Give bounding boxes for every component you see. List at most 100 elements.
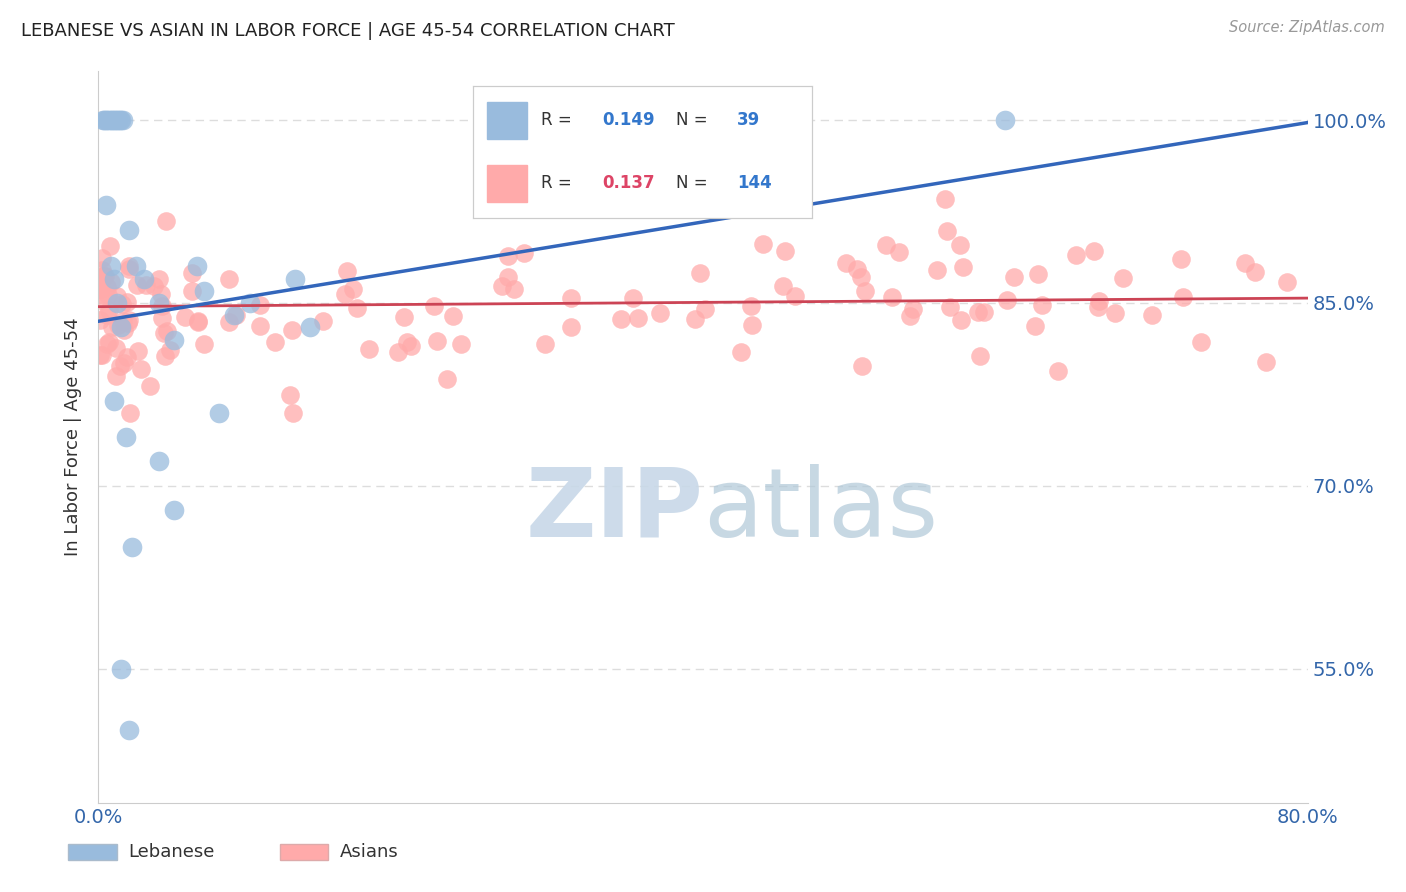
Point <box>105 296 128 310</box>
Text: ZIP: ZIP <box>524 464 703 557</box>
Point <box>1024 318 1046 333</box>
Point <box>89 348 111 362</box>
Point <box>107 289 129 303</box>
Point <box>107 113 129 128</box>
Point <box>1142 308 1164 322</box>
Point <box>148 271 170 285</box>
Point <box>925 263 948 277</box>
Point <box>740 299 762 313</box>
Point <box>112 323 135 337</box>
Point <box>129 361 152 376</box>
Point <box>335 286 357 301</box>
Point <box>773 244 796 258</box>
Point <box>91 348 114 362</box>
Point <box>450 337 472 351</box>
Point <box>835 256 858 270</box>
Point <box>148 296 170 310</box>
Point <box>1112 271 1135 285</box>
Point <box>392 310 415 324</box>
Point <box>100 320 122 334</box>
Point <box>249 298 271 312</box>
Point <box>969 349 991 363</box>
Point <box>336 264 359 278</box>
Point <box>1026 268 1049 282</box>
Point <box>139 379 162 393</box>
Point <box>115 294 138 309</box>
Point <box>118 259 141 273</box>
FancyBboxPatch shape <box>280 844 328 860</box>
Point <box>346 301 368 316</box>
Point <box>772 279 794 293</box>
Point <box>283 406 305 420</box>
Point <box>934 192 956 206</box>
Point <box>125 260 148 274</box>
Point <box>1171 290 1194 304</box>
Point <box>112 356 135 370</box>
Point <box>994 113 1017 128</box>
Point <box>225 308 247 322</box>
Point <box>783 289 806 303</box>
Point <box>534 336 557 351</box>
Point <box>111 314 134 328</box>
Point <box>91 268 114 283</box>
Point <box>103 271 125 285</box>
Point <box>1256 355 1278 369</box>
Point <box>1083 244 1105 259</box>
Point <box>105 113 128 128</box>
Point <box>89 313 111 327</box>
Point <box>93 113 115 128</box>
Point <box>752 237 775 252</box>
Point <box>849 269 872 284</box>
Point <box>560 320 582 334</box>
Point <box>135 278 157 293</box>
Point <box>1066 248 1088 262</box>
Point <box>1046 364 1069 378</box>
Point <box>512 245 534 260</box>
Point <box>118 723 141 737</box>
Point <box>239 296 262 310</box>
Point <box>387 344 409 359</box>
Point <box>621 291 644 305</box>
Point <box>880 290 903 304</box>
Point <box>91 251 114 265</box>
Point <box>89 286 111 301</box>
Point <box>1031 298 1053 312</box>
Point <box>851 359 873 374</box>
Point <box>96 280 118 294</box>
Point <box>903 302 925 317</box>
Point <box>683 312 706 326</box>
Point <box>93 268 115 283</box>
Point <box>100 113 122 128</box>
Point <box>187 315 209 329</box>
Point <box>648 306 671 320</box>
Point <box>117 316 139 330</box>
Point <box>101 113 124 128</box>
Point <box>153 326 176 340</box>
Point <box>278 388 301 402</box>
Point <box>180 267 202 281</box>
Text: Lebanese: Lebanese <box>129 843 215 861</box>
Point <box>1277 275 1299 289</box>
Point <box>249 319 271 334</box>
Point <box>94 269 117 284</box>
Point <box>127 343 149 358</box>
Point <box>846 261 869 276</box>
Point <box>90 282 112 296</box>
Point <box>118 406 141 420</box>
Point <box>108 113 131 128</box>
Point <box>1088 293 1111 308</box>
Point <box>281 323 304 337</box>
Point <box>218 316 240 330</box>
Point <box>193 284 215 298</box>
Point <box>224 308 246 322</box>
Point <box>1170 252 1192 267</box>
Point <box>1104 306 1126 320</box>
Point <box>193 337 215 351</box>
Point <box>1002 269 1025 284</box>
Point <box>952 260 974 274</box>
Point <box>342 282 364 296</box>
Point <box>98 335 121 350</box>
Point <box>995 293 1018 307</box>
Point <box>149 287 172 301</box>
Text: atlas: atlas <box>703 464 938 557</box>
